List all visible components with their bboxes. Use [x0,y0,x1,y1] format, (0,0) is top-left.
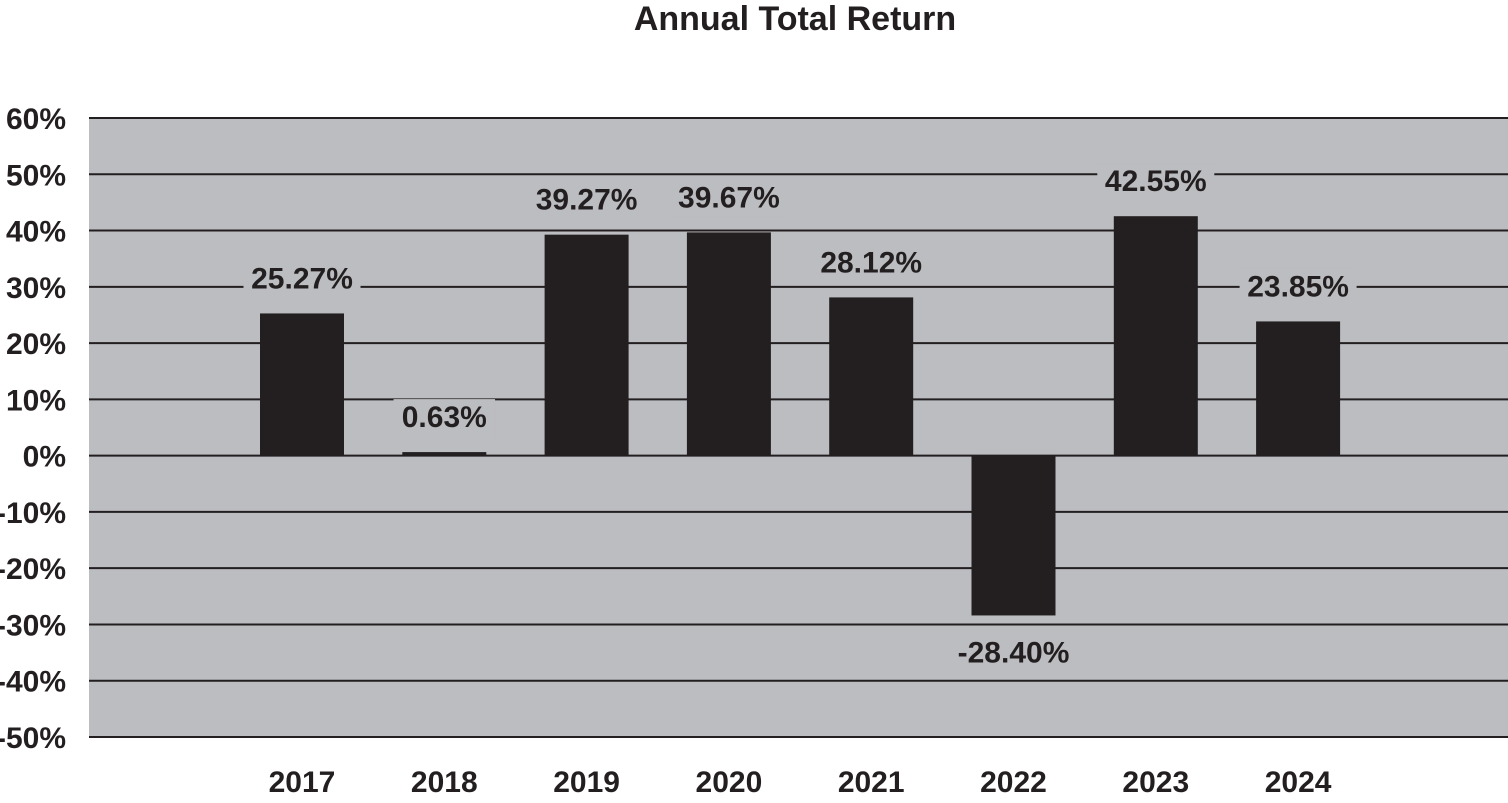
y-tick-label: -10% [0,497,66,530]
data-label-2022: -28.40% [958,636,1070,669]
bar-2019 [544,234,629,456]
y-tick-label: 20% [6,328,66,361]
x-tick-label-2017: 2017 [269,766,336,799]
y-tick-label: -40% [0,666,66,699]
y-tick-label: 0% [23,441,66,474]
y-tick-label: -30% [0,609,66,642]
data-label-background [393,399,496,438]
y-tick-label: -50% [0,722,66,755]
y-axis-tick-labels: 60% 50% 40% 30% 20% 10% 0% -10% -20% -30% -40% -50% [0,103,66,755]
y-tick-label: 60% [6,103,66,136]
y-tick-label: 50% [6,159,66,192]
bars [260,216,1341,616]
data-label-2023: 42.55% [1105,165,1207,198]
bar-2018 [402,452,487,456]
x-tick-label-2023: 2023 [1122,766,1189,799]
y-tick-label: 40% [6,216,66,249]
x-tick-label-2024: 2024 [1265,766,1332,799]
data-labels: 25.27% 0.63% 39.27% 39.67% 28.12% -28.40% 42.5… [243,163,1357,673]
data-label-background [243,260,361,299]
data-label-2017: 25.27% [251,262,353,295]
data-label-background [670,179,788,218]
x-tick-label-2022: 2022 [980,766,1047,799]
x-tick-label-2018: 2018 [411,766,478,799]
bar-2024 [1256,321,1341,456]
chart-title: Annual Total Return [634,0,956,38]
data-label-2024: 23.85% [1247,270,1349,303]
data-label-2018: 0.63% [402,401,487,434]
x-tick-label-2021: 2021 [838,766,905,799]
data-label-background [528,181,646,220]
y-tick-label: -20% [0,553,66,586]
x-tick-label-2019: 2019 [553,766,620,799]
bar-2021 [829,297,914,456]
data-label-background [1239,268,1357,307]
bar-2023 [1113,216,1198,456]
gridlines [89,117,1508,738]
bar-2022 [971,455,1056,616]
bar-2020 [686,232,771,456]
bar-2017 [260,313,344,456]
y-tick-label: 10% [6,384,66,417]
x-tick-label-2020: 2020 [696,766,763,799]
data-label-background [947,634,1080,673]
x-axis-tick-labels: 2017 2018 2019 2020 2021 2022 2023 2024 [269,766,1332,799]
data-label-2021: 28.12% [820,246,922,279]
data-label-2019: 39.27% [536,184,638,217]
data-label-background [1097,163,1215,202]
data-label-background [812,244,930,283]
data-label-2020: 39.67% [678,181,780,214]
y-tick-label: 30% [6,272,66,305]
